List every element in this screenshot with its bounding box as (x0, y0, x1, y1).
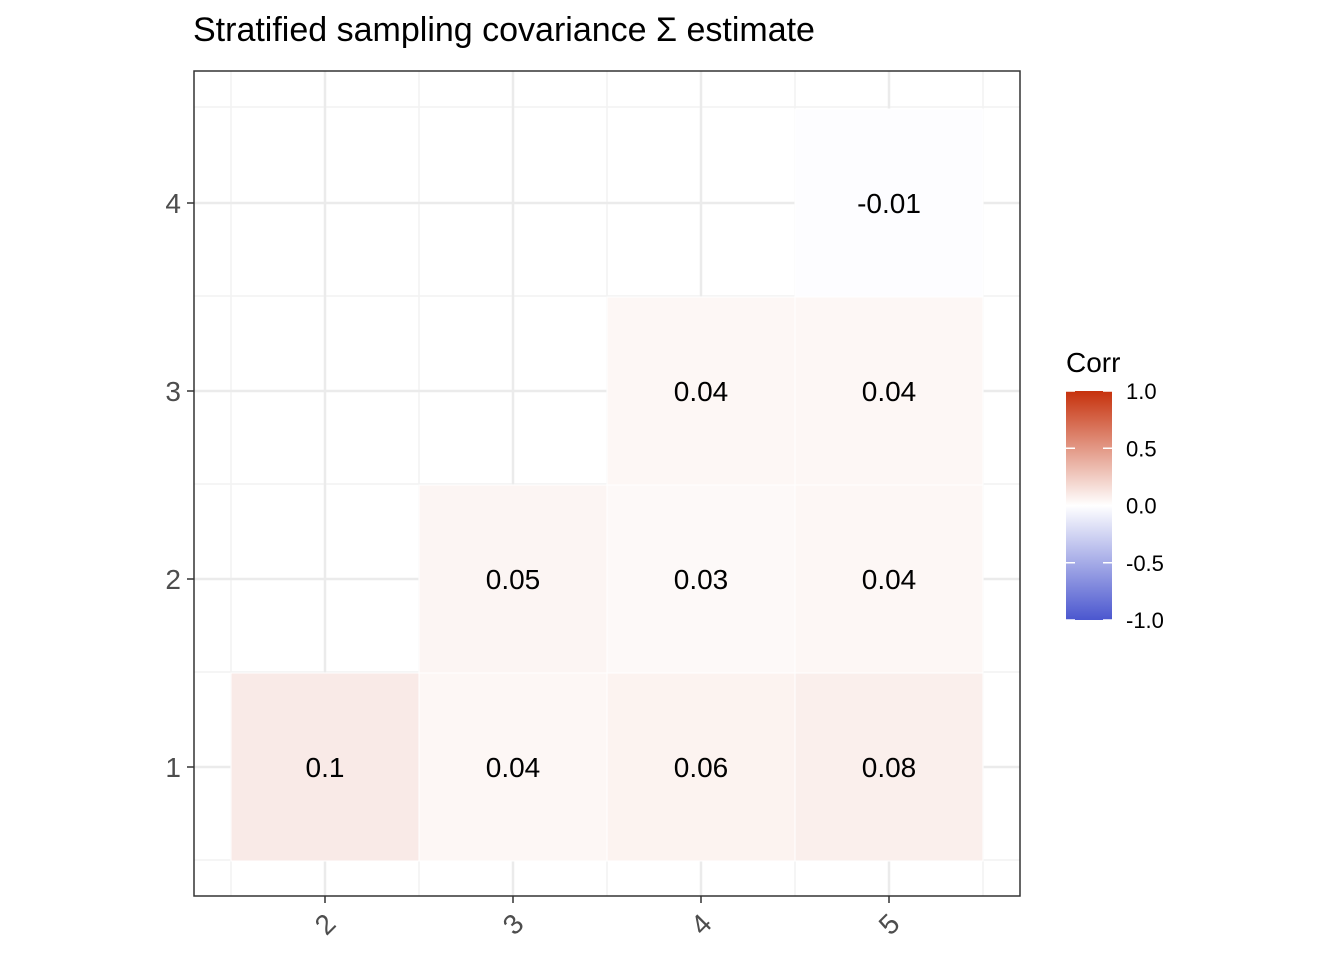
heatmap-cell (418, 672, 608, 862)
heatmap-cell (606, 672, 796, 862)
x-tick-label: 4 (685, 908, 718, 941)
cell-value-label: 0.1 (306, 752, 345, 783)
cell-value-label: 0.04 (862, 564, 917, 595)
cell-value-label: 0.08 (862, 752, 917, 783)
x-tick-label: 3 (497, 908, 530, 941)
cell-value-label: 0.06 (674, 752, 729, 783)
legend-tick-label: -0.5 (1126, 551, 1164, 576)
legend-tick-label: 0.0 (1126, 494, 1157, 519)
legend-tick-label: 1.0 (1126, 379, 1157, 404)
y-tick-label: 4 (165, 188, 181, 219)
legend-tick-label: -1.0 (1126, 608, 1164, 633)
x-tick-label: 2 (309, 908, 342, 941)
legend-title: Corr (1066, 347, 1120, 378)
panel-border (193, 70, 1021, 897)
heatmap-cell (794, 484, 984, 674)
cell-value-label: 0.05 (486, 564, 541, 595)
legend-tick-label: 0.5 (1126, 436, 1157, 461)
heatmap-cells: 0.1 0.04 0.06 0.08 0.05 0.03 0.04 0.04 0.04 -0.01 (230, 108, 984, 862)
chart-title: Stratified sampling covariance Σ estimat… (193, 11, 815, 49)
y-tick-label: 3 (165, 376, 181, 407)
cell-value-label: 0.04 (674, 376, 729, 407)
heatmap-cell (606, 484, 796, 674)
cell-value-label: 0.03 (674, 564, 729, 595)
cell-value-label: -0.01 (857, 188, 921, 219)
y-tick-label: 2 (165, 564, 181, 595)
cell-value-label: 0.04 (862, 376, 917, 407)
y-tick-label: 1 (165, 752, 181, 783)
cell-value-label: 0.04 (486, 752, 541, 783)
x-tick-label: 5 (873, 908, 906, 941)
legend: Corr 1.0 0.5 0.0 -0.5 -1.0 (1066, 347, 1164, 633)
heatmap-cell (606, 296, 796, 486)
heatmap-cell (794, 108, 984, 298)
heatmap-cell (418, 484, 608, 674)
